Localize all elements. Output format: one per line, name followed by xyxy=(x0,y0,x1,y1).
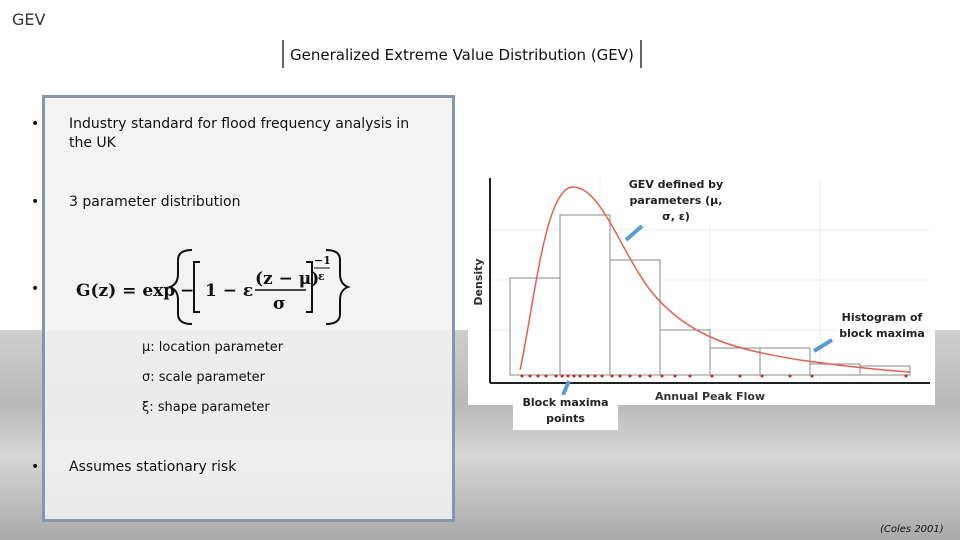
histogram-bar xyxy=(709,347,761,376)
parameter: σ: scale parameter xyxy=(142,370,266,385)
bullet: Industry standard for flood frequency an… xyxy=(31,115,429,153)
formula-text: G(z) = exp xyxy=(76,281,175,301)
parameter: ξ: shape parameter xyxy=(142,400,270,415)
formula-text: 1 − ε xyxy=(205,281,253,301)
section-label: GEV xyxy=(12,10,46,29)
formula-text: (z − μ) xyxy=(255,269,319,289)
formula-text: σ xyxy=(273,294,286,314)
brace xyxy=(167,249,193,325)
formula: G(z) = exp − 1 − ε (z − μ) σ −1 ε xyxy=(76,249,351,325)
histogram-bar xyxy=(809,363,861,376)
bullet: Assumes stationary risk xyxy=(31,459,236,475)
maxima-points xyxy=(520,374,908,378)
formula-text: − xyxy=(180,281,194,301)
bracket xyxy=(306,261,313,313)
callout: GEV defined by parameters (μ, σ, ε) xyxy=(628,177,724,225)
bullet: 3 parameter distribution xyxy=(31,194,240,210)
histogram-bar xyxy=(759,347,811,376)
slide-title: Generalized Extreme Value Distribution (… xyxy=(282,40,642,68)
histogram-bar xyxy=(559,214,611,376)
parameter: μ: location parameter xyxy=(142,340,284,355)
arrow xyxy=(561,380,571,396)
content-panel xyxy=(42,95,455,522)
y-axis-label: Density xyxy=(472,258,485,305)
citation: (Coles 2001) xyxy=(880,524,944,535)
histogram-bar xyxy=(609,259,661,376)
density-curve xyxy=(519,186,911,373)
callout: Histogram of block maxima xyxy=(838,310,926,342)
bracket xyxy=(193,261,200,313)
callout: Block maxima points xyxy=(513,395,618,430)
arrow xyxy=(812,338,834,353)
formula-text: −1 xyxy=(314,254,331,267)
histogram-bar xyxy=(509,277,561,376)
brace xyxy=(325,249,351,325)
arrow xyxy=(624,224,644,242)
x-axis-label: Annual Peak Flow xyxy=(655,390,765,403)
formula-text: ε xyxy=(318,270,325,283)
histogram-bar xyxy=(659,329,711,376)
